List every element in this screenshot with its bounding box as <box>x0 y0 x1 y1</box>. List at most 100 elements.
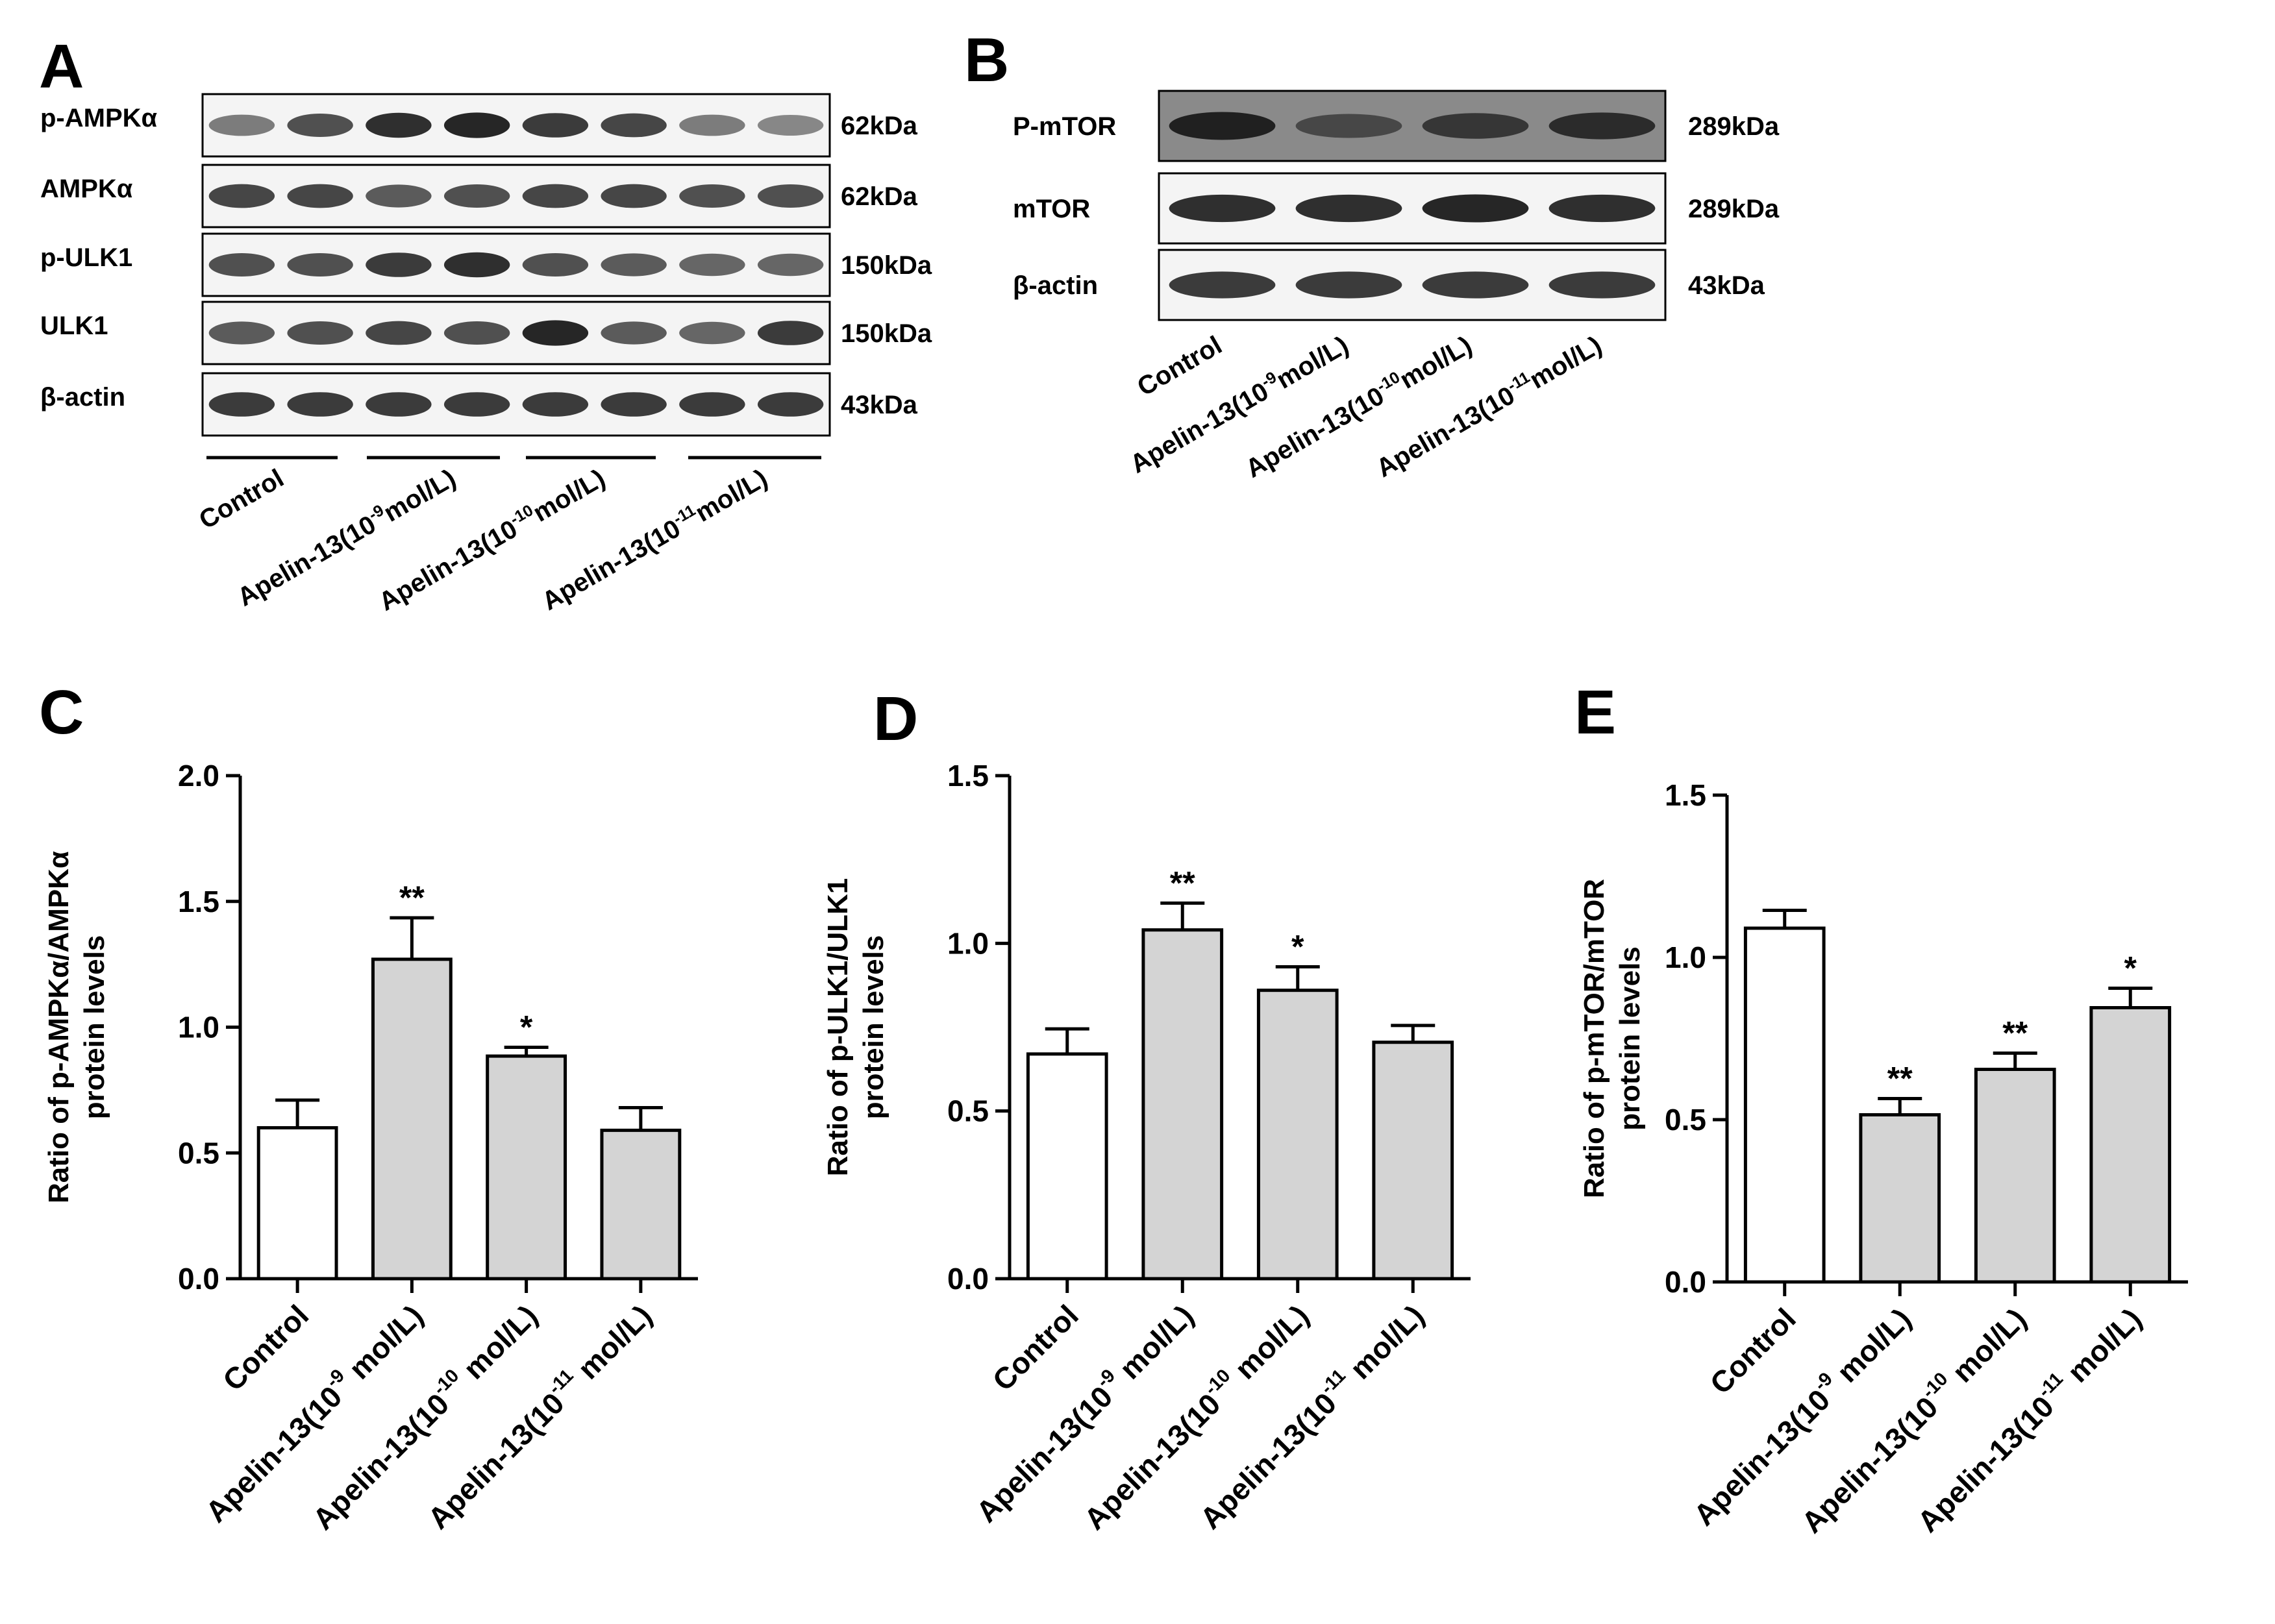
blot-a-band <box>522 320 589 346</box>
blot-a-kda-label: 62kDa <box>841 112 918 140</box>
x-tick-label-tail: mol/L) <box>1824 1301 1917 1394</box>
bar <box>2089 1006 2172 1284</box>
x-tick-label-tail: mol/L) <box>1337 1298 1430 1391</box>
blot-a-kda-label: 150kDa <box>841 251 932 280</box>
blot-b-group-label: Apelin-13(10-10mol/L) <box>1240 329 1477 484</box>
blot-a-band <box>443 252 510 278</box>
bar <box>1859 1113 1941 1284</box>
x-tick-label: Apelin-13(10-9 mol/L) <box>967 1296 1200 1529</box>
blot-a-band <box>522 113 589 138</box>
bar <box>1026 1052 1108 1281</box>
x-tick-label: Apelin-13(10-11 mol/L) <box>419 1296 658 1536</box>
x-tick-label-tail: mol/L) <box>1939 1301 2032 1394</box>
y-tick-label: 0.5 <box>947 1094 989 1128</box>
bar-chart-panel-d: 0.0 0.5 1.0 1.5 Ratio of p-ULK1/ULK1 protein … <box>822 759 1471 1536</box>
blot-b-band <box>1548 271 1656 299</box>
blot-a-group-label: Control <box>194 464 288 535</box>
x-tick-label-tail: mol/L) <box>1222 1298 1315 1391</box>
x-tick-label: Apelin-13(10-10 mol/L) <box>304 1296 544 1536</box>
blot-a-band <box>601 253 667 277</box>
y-tick-label: 1.5 <box>947 759 989 793</box>
blot-a-band <box>287 321 353 345</box>
blot-a-band <box>366 184 432 208</box>
blot-a-band <box>522 184 589 208</box>
significance-label: * <box>1291 929 1304 965</box>
panel-label-a: A <box>39 32 84 101</box>
x-tick-label-tail: mol/L) <box>566 1298 658 1391</box>
blot-a-band <box>443 112 510 138</box>
blot-b-group-label-base: Apelin-13(10 <box>1371 381 1519 483</box>
y-axis-label-line1: Ratio of p-AMPKα/AMPKα <box>43 851 75 1203</box>
blot-b-row-label: P-mTOR <box>1013 112 1116 141</box>
blot-a-band <box>208 114 275 136</box>
blot-a-band <box>757 184 824 208</box>
blot-a-band <box>443 184 510 208</box>
blot-b-band <box>1295 114 1402 138</box>
blot-b-group-label-tail: mol/L) <box>1525 331 1607 395</box>
y-axis-label-line1: Ratio of p-ULK1/ULK1 <box>822 878 854 1177</box>
bar <box>1974 1068 2056 1284</box>
x-tick-label-base: Control <box>986 1298 1084 1397</box>
x-tick-label: Control <box>1703 1301 1802 1400</box>
western-blot-panel-a: p-AMPKα 62kDa AMPKα 62kDa p-ULK1 150kDa ULK1 15… <box>40 93 932 617</box>
y-tick-label: 0.0 <box>947 1262 989 1296</box>
blot-a-kda-label: 43kDa <box>841 391 918 419</box>
blot-a-band <box>757 253 824 277</box>
blot-b-group-label: Apelin-13(10-9mol/L) <box>1125 329 1354 479</box>
x-tick-label: Apelin-13(10-9 mol/L) <box>197 1296 430 1529</box>
blot-a-band <box>208 392 275 417</box>
blot-b-band <box>1422 113 1529 139</box>
blot-a-band <box>679 114 745 136</box>
blot-a-band <box>208 253 275 277</box>
panel-label-b: B <box>964 25 1009 95</box>
blot-b-kda-label: 289kDa <box>1688 112 1780 141</box>
bar <box>600 1128 682 1281</box>
significance-label: ** <box>1887 1061 1913 1097</box>
bar <box>256 1126 338 1281</box>
bar <box>1743 926 1826 1284</box>
blot-a-band <box>679 253 745 277</box>
y-axis-label-line1: Ratio of p-mTOR/mTOR <box>1578 879 1610 1198</box>
blot-a-group-label-tail: mol/L) <box>691 464 773 528</box>
bar-chart-panel-e: 0.0 0.5 1.0 1.5 Ratio of p-mTOR/mTOR protein … <box>1578 778 2188 1540</box>
blot-b-band <box>1295 194 1402 223</box>
significance-label: ** <box>1170 865 1195 901</box>
blot-a-band <box>601 321 667 345</box>
blot-a-band <box>208 321 275 345</box>
significance-label: * <box>520 1009 533 1046</box>
x-tick-label-tail: mol/L) <box>336 1298 429 1391</box>
significance-label: ** <box>2002 1015 2028 1052</box>
y-tick-label: 1.0 <box>947 926 989 960</box>
blot-a-band <box>287 392 353 417</box>
blot-a-band <box>757 321 824 345</box>
x-tick-label: Control <box>986 1298 1084 1397</box>
blot-a-row-label: p-AMPKα <box>40 104 158 132</box>
y-tick-label: 1.0 <box>1665 941 1706 974</box>
x-tick-label: Apelin-13(10-10 mol/L) <box>1793 1299 2033 1540</box>
blot-b-band <box>1548 194 1656 223</box>
blot-a-group-label-base: Apelin-13(10 <box>232 510 380 612</box>
blot-a-band <box>366 112 432 138</box>
blot-b-group-label: Control <box>1132 331 1226 402</box>
bar-chart-panel-c: 0.0 0.5 1.0 1.5 2.0 Ratio of p-AMPKα/AMPKα pro… <box>43 759 698 1536</box>
blot-b-band <box>1169 112 1276 140</box>
blot-a-group-label-base: Control <box>194 464 288 535</box>
blot-a-band <box>366 252 432 277</box>
blot-a-group-label-base: Apelin-13(10 <box>374 515 522 617</box>
significance-label: ** <box>399 880 425 916</box>
panel-label-c: C <box>39 678 84 747</box>
x-tick-label-base: Control <box>1703 1301 1802 1400</box>
panel-label-d: D <box>873 684 918 754</box>
blot-a-band <box>757 392 824 417</box>
blot-b-band <box>1422 194 1529 223</box>
blot-b-band <box>1169 271 1276 299</box>
y-axis-label-line2: protein levels <box>858 935 889 1120</box>
x-tick-label-tail: mol/L) <box>451 1298 543 1391</box>
y-axis-label-line2: protein levels <box>79 935 110 1120</box>
blot-b-kda-label: 289kDa <box>1688 195 1780 223</box>
blot-a-row-label: ULK1 <box>40 312 108 340</box>
blot-a-band <box>679 184 745 208</box>
y-tick-label: 0.5 <box>178 1136 219 1170</box>
blot-a-band <box>522 253 589 277</box>
